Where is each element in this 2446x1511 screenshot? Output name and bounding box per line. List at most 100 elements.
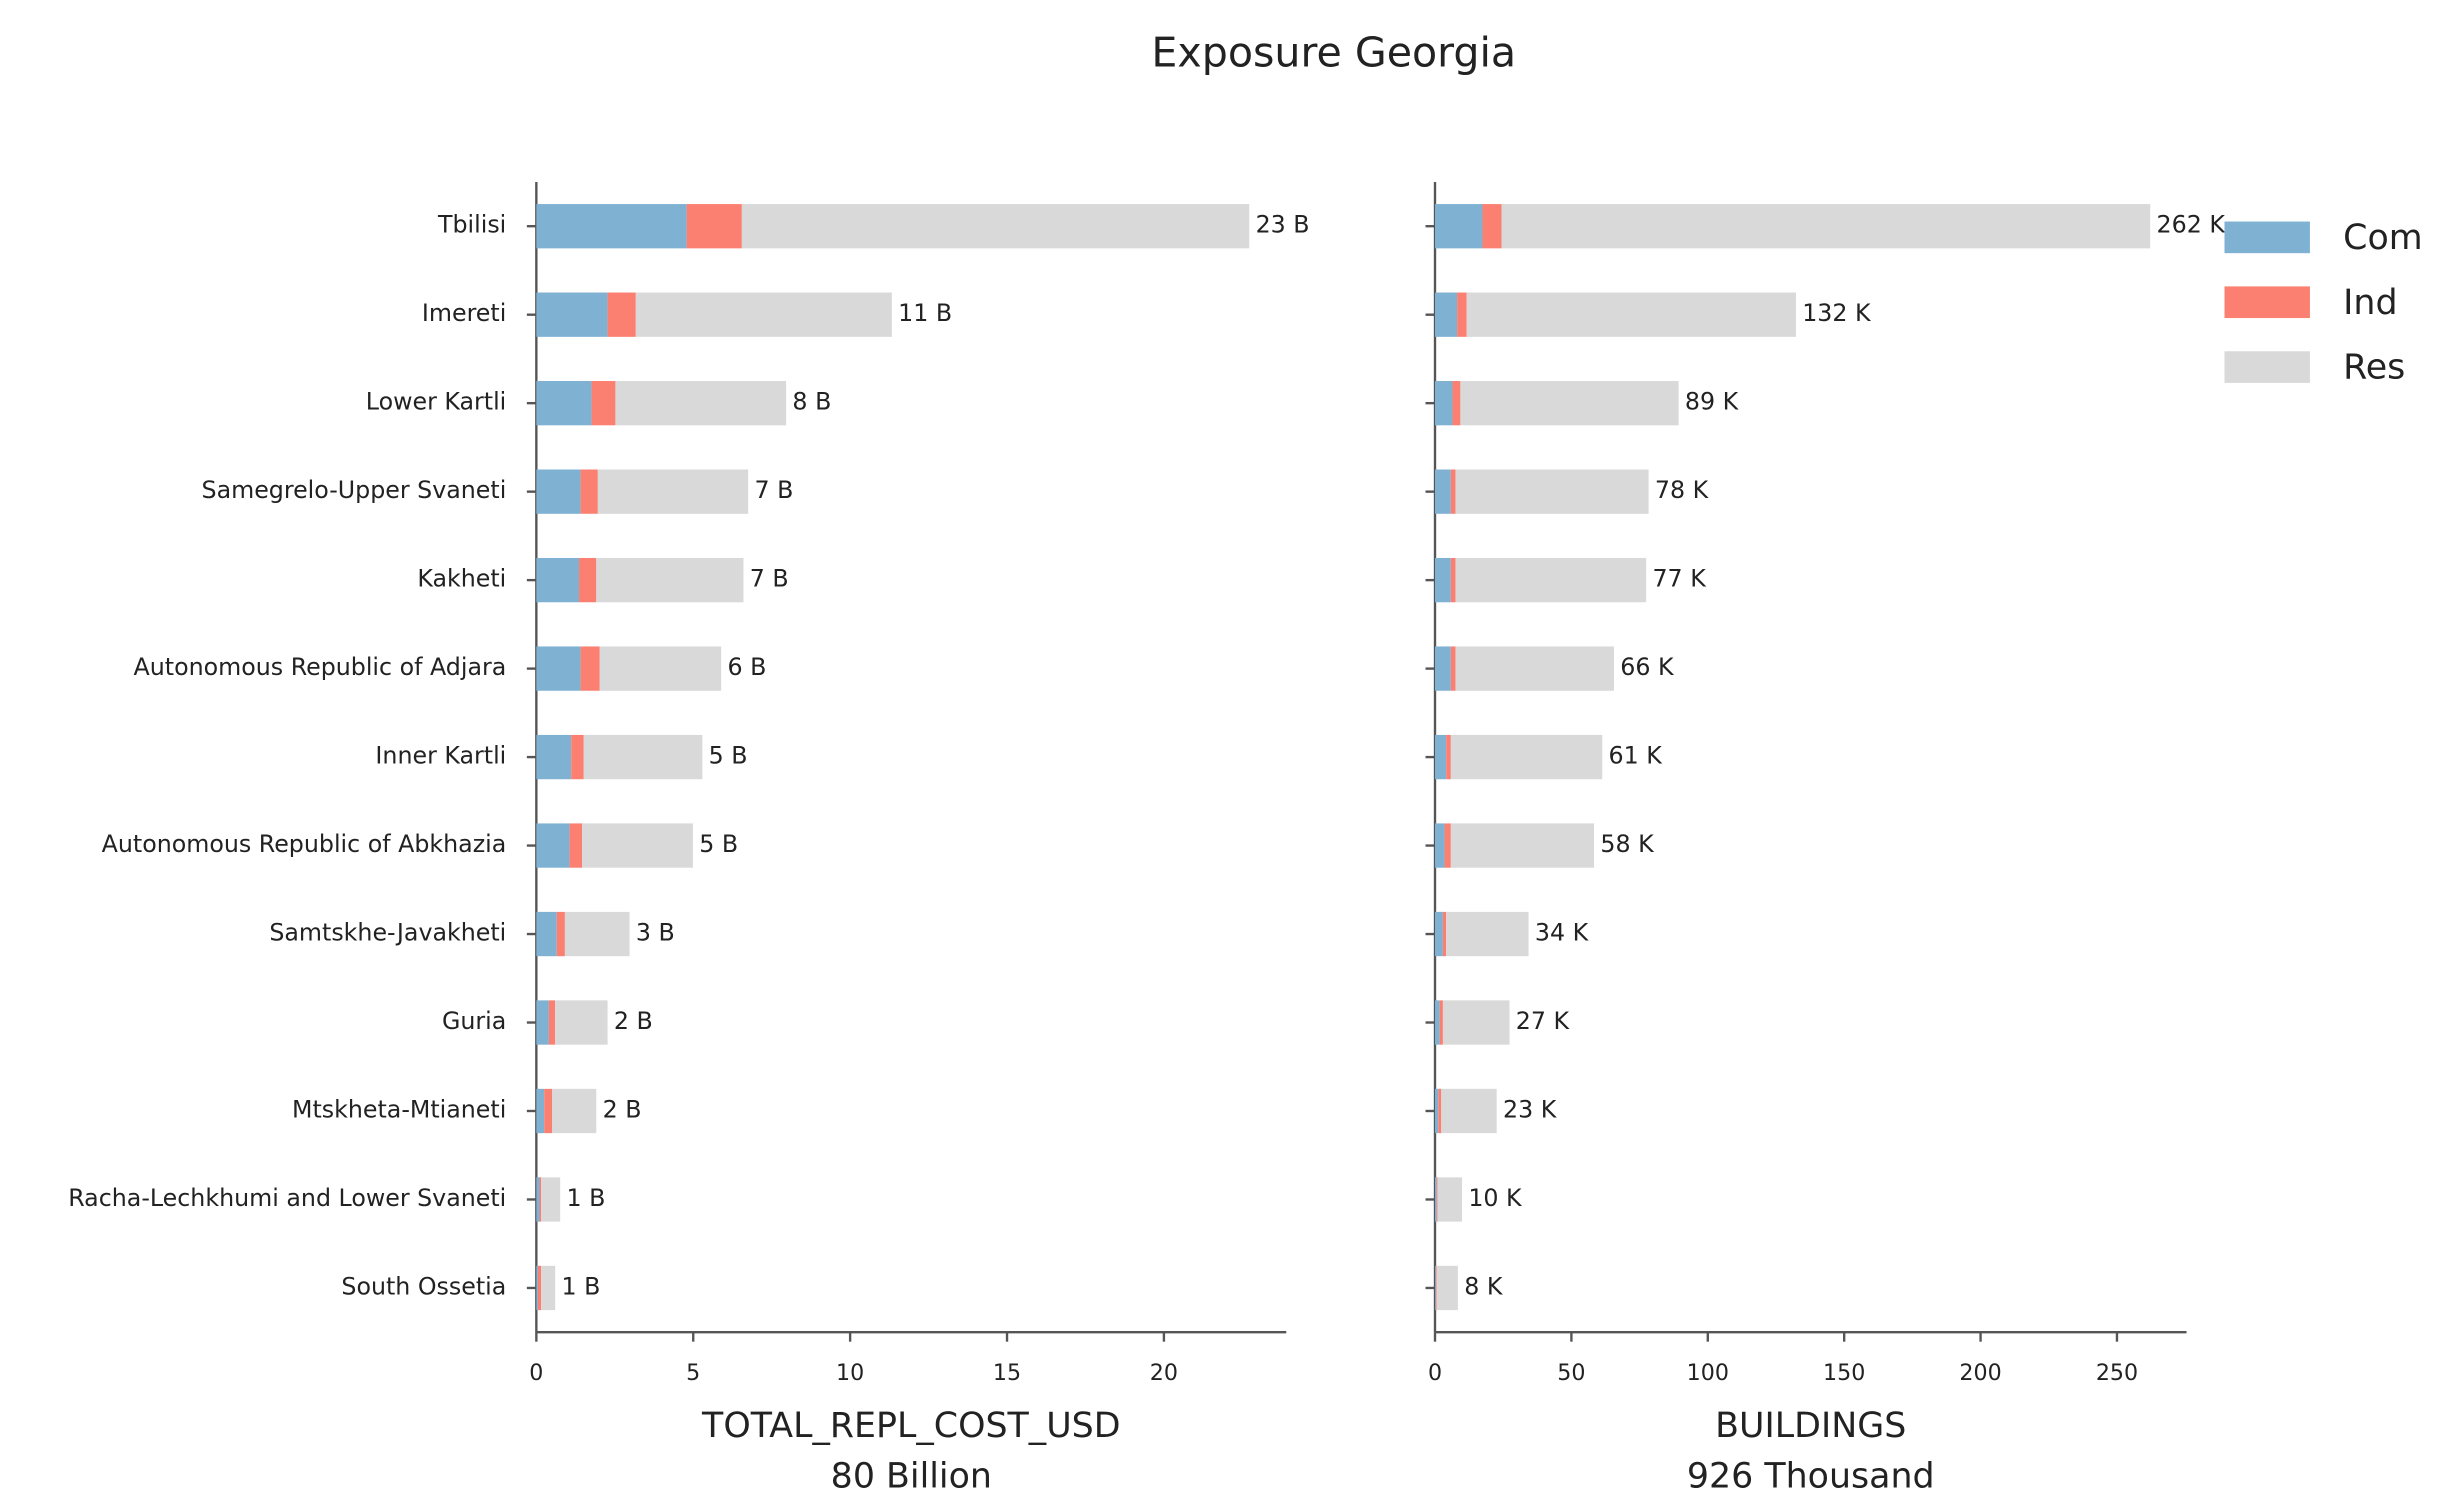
bar-segment (1455, 646, 1614, 691)
y-tick-label: Kakheti (417, 565, 506, 593)
total-label: 132 K (1802, 299, 1872, 327)
bar-segment (544, 1088, 553, 1134)
x-axis-label: TOTAL_REPL_COST_USD (701, 1406, 1121, 1446)
total-label: 66 K (1620, 653, 1675, 681)
bar-segment (1435, 823, 1445, 868)
total-label: 1 B (562, 1272, 601, 1300)
total-label: 58 K (1600, 830, 1655, 858)
x-tick-label: 250 (2096, 1360, 2138, 1386)
bar-segment (1435, 469, 1451, 514)
bar-segment (1435, 1000, 1440, 1045)
bar-segment (1482, 204, 1502, 249)
bar-segment (741, 204, 1250, 249)
figure-title: Exposure Georgia (1151, 28, 1516, 76)
bar-segment (1442, 1000, 1510, 1045)
bar-segment (536, 1088, 545, 1134)
y-tick-label: Samegrelo-Upper Svaneti (202, 476, 507, 504)
total-label: 7 B (754, 476, 793, 504)
total-label: 27 K (1516, 1007, 1571, 1035)
total-label: 8 K (1464, 1272, 1504, 1300)
bar-segment (536, 1177, 540, 1222)
y-tick-label: Racha-Lechkhumi and Lower Svaneti (68, 1184, 506, 1212)
bar-segment (536, 469, 581, 514)
x-tick-label: 150 (1823, 1360, 1865, 1386)
bar-segment (1450, 734, 1603, 780)
y-tick-label: Inner Kartli (375, 742, 506, 770)
bar-segment (1455, 557, 1647, 603)
bar-segment (536, 1265, 538, 1311)
bar-segment (1438, 1088, 1442, 1134)
bar-segment (1435, 381, 1453, 426)
x-tick-label: 200 (1959, 1360, 2001, 1386)
bar-segment (635, 292, 892, 337)
y-tick-label: Imereti (422, 299, 506, 327)
bar-segment (541, 1265, 556, 1311)
bar-segment (569, 823, 583, 868)
bar-segment (596, 557, 744, 603)
total-label: 262 K (2157, 211, 2227, 239)
total-label: 61 K (1609, 742, 1664, 770)
legend-label: Res (2343, 348, 2405, 388)
legend-swatch (2224, 286, 2310, 319)
bar-segment (591, 381, 616, 426)
x-tick-label: 20 (1150, 1360, 1178, 1386)
legend-swatch (2224, 351, 2310, 383)
bar-segment (571, 734, 584, 780)
bar-segment (1439, 1000, 1443, 1045)
bar-segment (536, 557, 580, 603)
bar-segment (1435, 911, 1443, 957)
bar-segment (536, 381, 592, 426)
bar-segment (536, 734, 572, 780)
x-tick-label: 50 (1557, 1360, 1585, 1386)
bar-segment (536, 646, 581, 691)
bar-segment (1435, 734, 1447, 780)
legend-label: Com (2343, 218, 2422, 258)
bar-segment (564, 911, 630, 957)
x-tick-label: 0 (529, 1360, 543, 1386)
bar-segment (555, 1000, 608, 1045)
legend-label: Ind (2343, 283, 2397, 323)
bar-segment (582, 823, 693, 868)
total-label: 5 B (709, 742, 748, 770)
y-tick-label: South Ossetia (341, 1272, 506, 1300)
bar-segment (1436, 1177, 1438, 1222)
bar-segment (1435, 646, 1451, 691)
bar-segment (1436, 1265, 1458, 1311)
total-label: 23 K (1503, 1095, 1558, 1123)
total-label: 77 K (1652, 565, 1707, 593)
total-label: 6 B (727, 653, 766, 681)
bar-segment (1435, 204, 1483, 249)
total-label: 5 B (699, 830, 738, 858)
x-axis-sublabel: 80 Billion (831, 1457, 992, 1497)
bar-segment (548, 1000, 556, 1045)
y-tick-label: Lower Kartli (366, 388, 506, 416)
bar-segment (1435, 1265, 1437, 1311)
x-tick-label: 10 (836, 1360, 864, 1386)
bar-segment (536, 911, 557, 957)
y-tick-label: Autonomous Republic of Abkhazia (102, 830, 507, 858)
bar-segment (1457, 292, 1467, 337)
bar-segment (597, 469, 749, 514)
bar-segment (1446, 734, 1451, 780)
total-label: 2 B (603, 1095, 642, 1123)
total-label: 10 K (1468, 1184, 1523, 1212)
total-label: 1 B (567, 1184, 606, 1212)
total-label: 34 K (1535, 919, 1590, 947)
bar-segment (536, 204, 687, 249)
bar-segment (1435, 557, 1451, 603)
bar-segment (599, 646, 722, 691)
x-tick-label: 15 (993, 1360, 1021, 1386)
total-label: 78 K (1655, 476, 1710, 504)
bar-segment (1450, 469, 1456, 514)
bar-segment (539, 1177, 542, 1222)
bar-segment (1446, 911, 1529, 957)
x-tick-label: 100 (1687, 1360, 1729, 1386)
bar-segment (1435, 1177, 1437, 1222)
bar-segment (1441, 1088, 1497, 1134)
total-label: 7 B (750, 565, 789, 593)
bar-segment (580, 469, 598, 514)
total-label: 23 B (1256, 211, 1310, 239)
x-axis-label: BUILDINGS (1715, 1406, 1906, 1446)
total-label: 2 B (614, 1007, 653, 1035)
